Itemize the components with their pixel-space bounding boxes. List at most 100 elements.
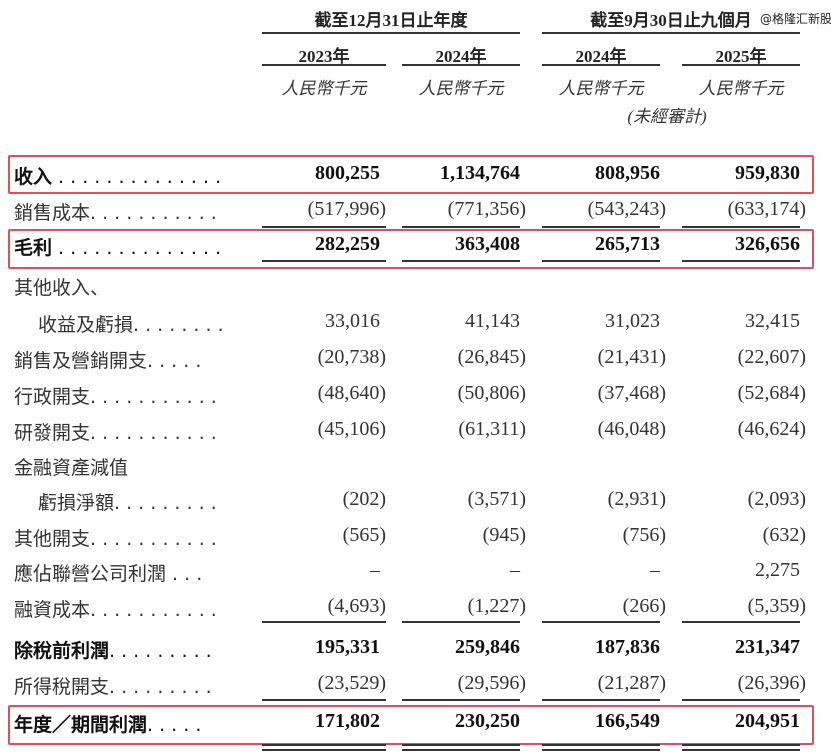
table-row: 金融資產減值 xyxy=(0,453,831,483)
table-row: 其他收入、 xyxy=(0,273,831,303)
cell-value: (632) xyxy=(762,524,806,546)
row-label: 金融資產減值 xyxy=(14,453,128,480)
cell-value: (3,571) xyxy=(467,488,526,510)
table-row: 毛利 . . . . . . . . . . . . . . 282,259 363… xyxy=(0,233,831,263)
leader-dots: . . . . . . . . . xyxy=(109,640,212,662)
subtotal-rule xyxy=(262,744,386,746)
divider xyxy=(682,64,800,66)
row-label-text: 年度／期間利潤 xyxy=(14,714,148,736)
subtotal-rule xyxy=(682,744,800,746)
row-label-text: 融資成本 xyxy=(14,599,91,621)
subtotal-rule xyxy=(262,260,386,262)
table-row: 收益及虧損. . . . . . . . 33,016 41,143 31,023 32… xyxy=(0,310,831,340)
cell-value: 204,951 xyxy=(735,710,800,732)
table-row: 融資成本. . . . . . . . . . . (4,693) (1,227) (… xyxy=(0,595,831,625)
table-row: 銷售及營銷開支. . . . . (20,738) (26,845) (21,431)… xyxy=(0,346,831,376)
unit-label: 人民幣千元 xyxy=(418,79,504,98)
subtotal-rule xyxy=(542,699,660,701)
cell-value: (22,607) xyxy=(737,346,806,368)
table-row: 虧損淨額. . . . . . . . . (202) (3,571) (2,931)… xyxy=(0,488,831,518)
cell-value: 800,255 xyxy=(315,162,380,184)
leader-dots: . . . . . . . . . . . xyxy=(90,528,217,550)
row-label: 虧損淨額. . . . . . . . . xyxy=(38,488,217,515)
leader-dots: . . . . . . . . . . . . . . xyxy=(52,237,222,259)
row-label: 銷售成本. . . . . . . . . . . xyxy=(14,198,217,225)
row-label: 研發開支. . . . . . . . . . . xyxy=(14,418,217,445)
row-label: 應佔聯營公司利潤 . . . xyxy=(14,559,202,586)
row-label: 收益及虧損. . . . . . . . xyxy=(38,310,224,337)
highlight-revenue xyxy=(8,155,814,194)
cell-value: (202) xyxy=(342,488,386,510)
leader-dots: . . . . . . . . . . . xyxy=(90,599,217,621)
row-label-text: 其他收入、 xyxy=(14,277,110,299)
row-label: 所得稅開支. . . . . . . . . xyxy=(14,672,212,699)
cell-value: (46,048) xyxy=(597,418,666,440)
cell-value: (2,093) xyxy=(747,488,806,510)
table-row: 除稅前利潤. . . . . . . . . 195,331 259,846 187,… xyxy=(0,636,831,666)
cell-value: (21,287) xyxy=(597,672,666,694)
divider xyxy=(402,64,520,66)
row-label: 收入 . . . . . . . . . . . . . . xyxy=(14,162,221,189)
cell-value: (21,431) xyxy=(597,346,666,368)
cell-value: 326,656 xyxy=(735,233,800,255)
cell-value: 230,250 xyxy=(455,710,520,732)
cell-value: 166,549 xyxy=(595,710,660,732)
cell-value: (4,693) xyxy=(327,595,386,617)
subtotal-rule xyxy=(402,699,520,701)
unit-label: 人民幣千元 xyxy=(698,79,784,98)
row-label-text: 所得稅開支 xyxy=(14,676,110,698)
leader-dots: . . . . . . . . . . . xyxy=(90,422,217,444)
subtotal-rule xyxy=(542,621,660,623)
cell-value: (2,931) xyxy=(607,488,666,510)
cell-value: – xyxy=(370,559,380,581)
cell-value: (1,227) xyxy=(467,595,526,617)
table-row: 收入 . . . . . . . . . . . . . . 800,255 1,1… xyxy=(0,162,831,192)
table-row: 研發開支. . . . . . . . . . . (45,106) (61,311… xyxy=(0,418,831,448)
row-label-text: 毛利 xyxy=(14,237,53,259)
row-label-text: 研發開支 xyxy=(14,422,91,444)
cell-value: (37,468) xyxy=(597,382,666,404)
cell-value: (23,529) xyxy=(317,672,386,694)
cell-value: (61,311) xyxy=(458,418,526,440)
cell-value: (756) xyxy=(622,524,666,546)
cell-value: 808,956 xyxy=(595,162,660,184)
cell-value: (26,396) xyxy=(737,672,806,694)
cell-value: (633,174) xyxy=(727,198,806,220)
divider xyxy=(542,32,800,34)
subtotal-rule xyxy=(402,260,520,262)
cell-value: 282,259 xyxy=(315,233,380,255)
cell-value: 187,836 xyxy=(595,636,660,658)
leader-dots: . . . xyxy=(166,563,203,585)
leader-dots: . . . . . . . . . . . xyxy=(90,202,217,224)
subtotal-rule xyxy=(402,749,520,751)
subtotal-rule xyxy=(542,226,660,228)
cell-value: 32,415 xyxy=(745,310,800,332)
unit-label: 人民幣千元 xyxy=(558,79,644,98)
row-label-text: 行政開支 xyxy=(14,386,91,408)
row-label-text: 收入 xyxy=(14,166,53,188)
cell-value: 265,713 xyxy=(595,233,660,255)
year-header-2024: 2024年 xyxy=(435,47,487,66)
header-group-annual: 截至12月31日止年度 xyxy=(314,11,468,30)
cell-value: 41,143 xyxy=(465,310,520,332)
subtotal-rule xyxy=(262,621,386,623)
table-row: 應佔聯營公司利潤 . . . – – – 2,275 xyxy=(0,559,831,589)
row-label-text: 銷售及營銷開支 xyxy=(14,350,148,372)
cell-value: (266) xyxy=(622,595,666,617)
leader-dots: . . . . . . . . . . . . . . xyxy=(52,166,222,188)
cell-value: (5,359) xyxy=(747,595,806,617)
cell-value: 195,331 xyxy=(315,636,380,658)
row-label: 毛利 . . . . . . . . . . . . . . xyxy=(14,233,221,260)
subtotal-rule xyxy=(682,260,800,262)
unit-label: 人民幣千元 xyxy=(281,79,367,98)
year-header-2025-9m: 2025年 xyxy=(715,47,767,66)
row-label-text: 金融資產減值 xyxy=(14,457,129,479)
leader-dots: . . . . . . . . . . . xyxy=(90,386,217,408)
cell-value: (29,596) xyxy=(457,672,526,694)
subtotal-rule xyxy=(402,744,520,746)
subtotal-rule xyxy=(542,260,660,262)
subtotal-rule xyxy=(682,621,800,623)
row-label-text: 銷售成本 xyxy=(14,202,91,224)
leader-dots: . . . . . . . . xyxy=(133,314,224,336)
cell-value: (46,624) xyxy=(737,418,806,440)
